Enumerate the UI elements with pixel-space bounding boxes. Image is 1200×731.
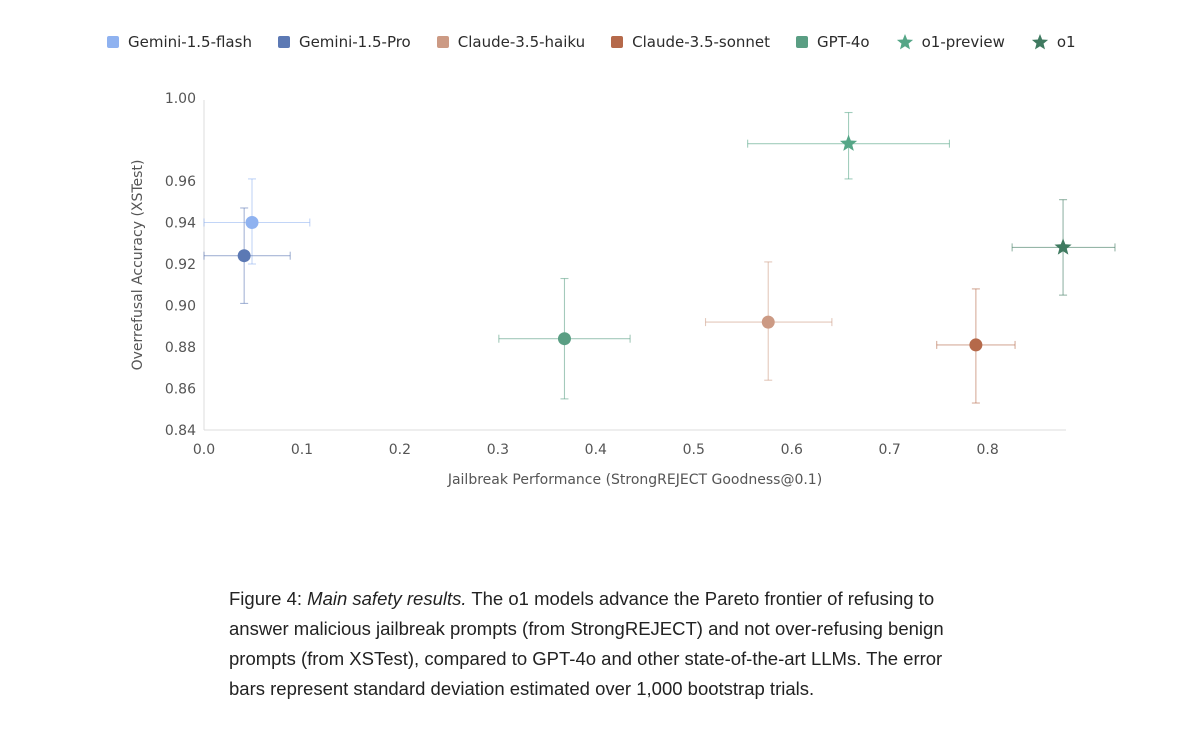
legend: Gemini-1.5-flash Gemini-1.5-Pro Claude-3.5… [107, 31, 1102, 53]
data-point-o1-preview [747, 111, 950, 180]
y-tick-label: 0.84 [165, 423, 196, 439]
data-point-gemini-1-5-flash [203, 178, 311, 265]
star-icon [896, 34, 913, 50]
legend-item: Claude-3.5-haiku [436, 33, 586, 51]
figure-caption: Figure 4: Main safety results. The o1 mo… [229, 584, 959, 704]
y-tick-label: 0.88 [165, 340, 196, 356]
star-icon [1031, 34, 1048, 50]
legend-label: Claude-3.5-sonnet [632, 33, 771, 51]
x-tick-label: 0.2 [389, 442, 411, 458]
y-tick-label: 0.90 [165, 299, 196, 315]
x-tick-label: 0.5 [683, 442, 705, 458]
data-point-o1 [1011, 199, 1116, 296]
legend-item: Gemini-1.5-Pro [277, 33, 411, 51]
legend-swatch [796, 36, 809, 48]
data-point-claude-3-5-haiku [704, 261, 833, 381]
caption-body: The o1 models advance the Pareto frontie… [229, 588, 944, 699]
y-tick-label: 0.92 [165, 257, 196, 273]
x-tick-label: 0.6 [781, 442, 803, 458]
circle-marker [245, 216, 259, 229]
circle-marker [237, 249, 251, 263]
x-tick-label: 0.8 [977, 442, 999, 458]
legend-item: o1-preview [896, 33, 1005, 51]
legend-label: Claude-3.5-haiku [457, 33, 586, 51]
legend-item: GPT-4o [796, 33, 870, 51]
legend-label: Gemini-1.5-flash [128, 33, 252, 51]
data-point-gpt-4o [498, 277, 631, 400]
caption-label: Figure 4: [229, 588, 303, 609]
legend-swatch [436, 36, 449, 48]
circle-marker [969, 338, 983, 352]
x-tick-label: 0.1 [291, 442, 313, 458]
legend-label: GPT-4o [817, 33, 870, 51]
legend-label: Gemini-1.5-Pro [298, 33, 411, 51]
caption-title: Main safety results. [307, 588, 467, 609]
x-tick-label: 0.0 [193, 442, 215, 458]
y-axis-title: Overrefusal Accuracy (XSTest) [130, 160, 146, 371]
legend-item: Gemini-1.5-flash [107, 33, 252, 51]
legend-item: Claude-3.5-sonnet [611, 33, 770, 51]
y-tick-label: 0.94 [165, 216, 196, 232]
star-marker [1054, 238, 1072, 255]
legend-label: o1-preview [921, 33, 1005, 51]
circle-marker [761, 315, 775, 329]
x-axis-title: Jailbreak Performance (StrongREJECT Good… [447, 472, 822, 488]
legend-swatch [611, 36, 624, 48]
x-tick-label: 0.3 [487, 442, 509, 458]
legend-label: o1 [1056, 33, 1076, 51]
star-marker [839, 134, 858, 151]
scatter-chart: 0.0 0.1 0.2 0.3 0.4 0.5 0.6 0.7 0.8 0.84 0.86 0.88 0… [130, 91, 1116, 488]
circle-marker [557, 332, 571, 346]
data-point-gemini-1-5-pro [203, 207, 291, 304]
y-tick-label: 0.86 [165, 382, 196, 398]
y-tick-label: 0.96 [165, 174, 196, 190]
data-point-claude-3-5-sonnet [936, 288, 1016, 404]
y-tick-label: 1.00 [165, 91, 196, 107]
legend-item: o1 [1031, 33, 1076, 51]
legend-swatch [107, 36, 119, 48]
x-tick-label: 0.7 [879, 442, 901, 458]
x-tick-label: 0.4 [585, 442, 607, 458]
legend-swatch [277, 36, 290, 48]
